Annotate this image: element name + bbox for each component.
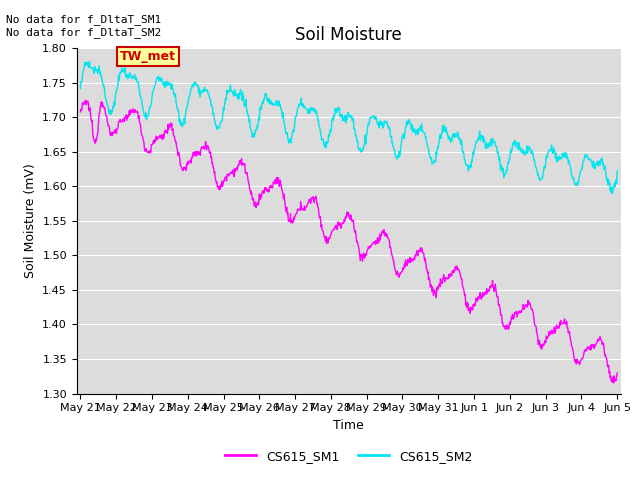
CS615_SM2 <box>294 105 302 110</box>
CS615_SM2 <box>609 191 616 197</box>
CS615_SM2 <box>314 113 321 119</box>
CS615_SM2 <box>506 156 513 162</box>
Legend: CS615_SM1, CS615_SM2: CS615_SM1, CS615_SM2 <box>220 445 478 468</box>
CS615_SM1 <box>77 109 84 115</box>
CS615_SM2 <box>86 59 93 64</box>
CS615_SM2 <box>496 155 504 160</box>
Line: CS615_SM2: CS615_SM2 <box>81 61 617 194</box>
Text: No data for f_DltaT_SM1
No data for f_DltaT_SM2: No data for f_DltaT_SM1 No data for f_Dl… <box>6 14 162 38</box>
CS615_SM2 <box>445 135 453 141</box>
CS615_SM2 <box>613 168 621 174</box>
CS615_SM1 <box>506 322 513 328</box>
CS615_SM1 <box>132 109 140 115</box>
Text: TW_met: TW_met <box>120 50 177 63</box>
CS615_SM2 <box>77 86 84 92</box>
CS615_SM1 <box>314 201 321 206</box>
CS615_SM1 <box>445 275 453 280</box>
Line: CS615_SM1: CS615_SM1 <box>81 100 617 383</box>
Y-axis label: Soil Moisture (mV): Soil Moisture (mV) <box>24 163 36 278</box>
CS615_SM1 <box>610 380 618 386</box>
CS615_SM1 <box>613 370 621 376</box>
Title: Soil Moisture: Soil Moisture <box>296 25 402 44</box>
CS615_SM1 <box>294 207 302 213</box>
CS615_SM1 <box>496 303 504 309</box>
CS615_SM2 <box>132 77 140 83</box>
CS615_SM1 <box>81 97 89 103</box>
X-axis label: Time: Time <box>333 419 364 432</box>
